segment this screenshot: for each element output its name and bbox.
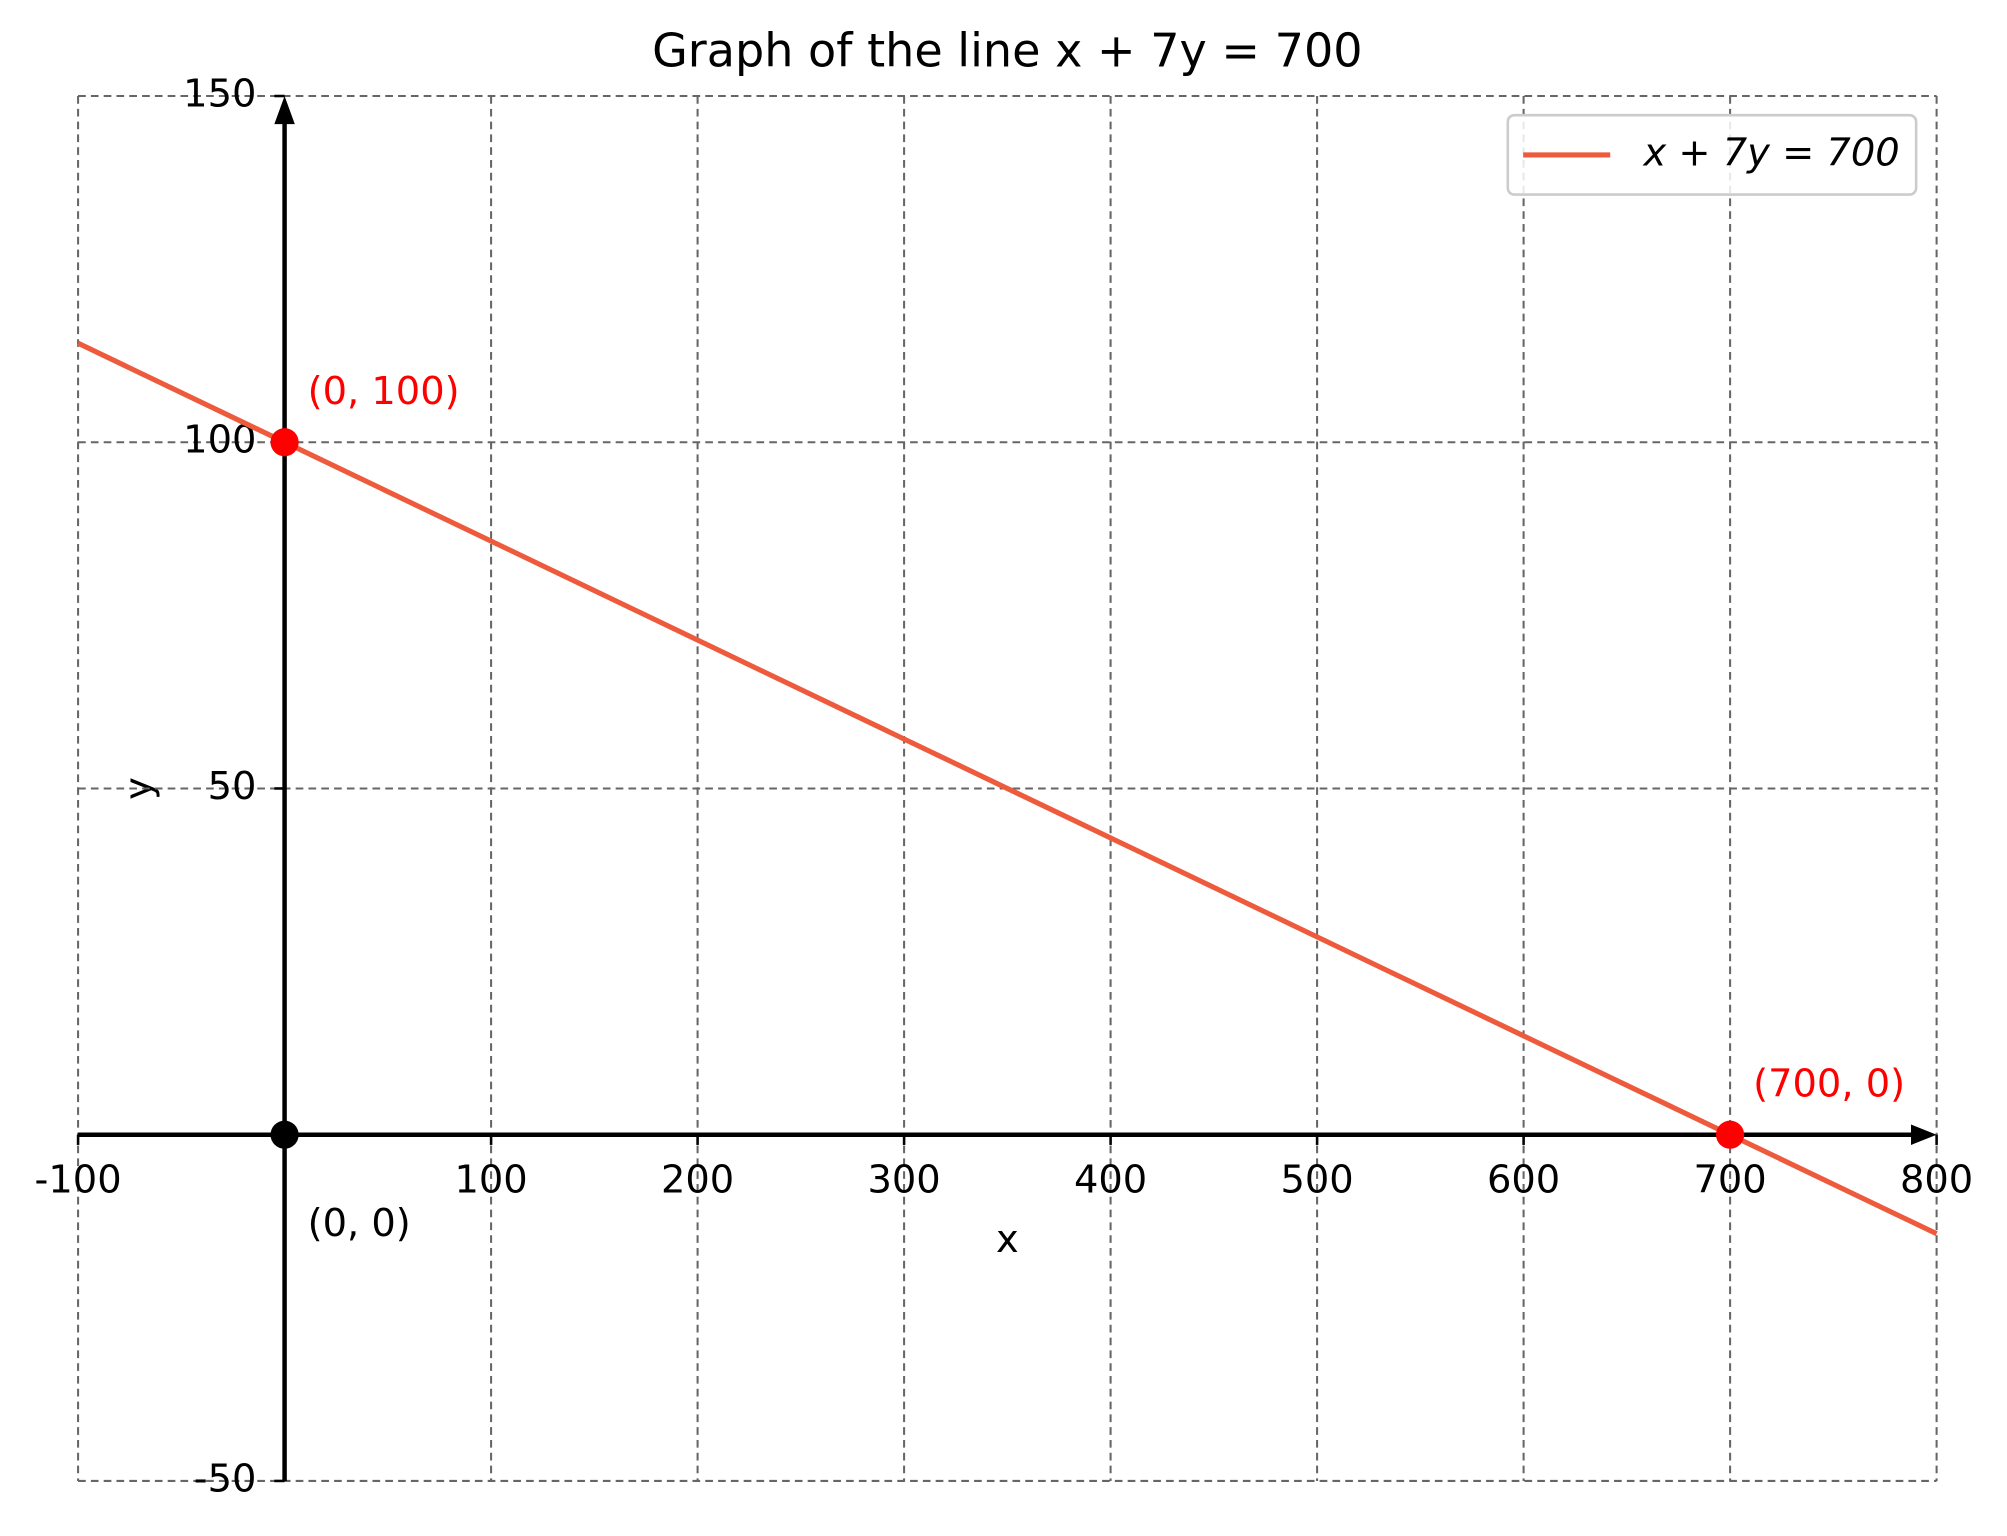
point	[270, 428, 299, 457]
y-axis-label: y	[116, 777, 161, 800]
x-tick-label: 500	[1280, 1158, 1353, 1203]
y-tick-label: -50	[194, 1456, 257, 1501]
x-axis-label: x	[996, 1217, 1019, 1262]
y-axis-arrow	[274, 96, 295, 125]
x-tick-label: -100	[35, 1158, 122, 1203]
x-axis-arrow	[1911, 1124, 1937, 1145]
y-tick-label: 50	[208, 764, 257, 809]
chart-title: Graph of the line x + 7y = 700	[652, 23, 1362, 77]
point-label: (0, 0)	[308, 1201, 411, 1246]
data-line	[76, 340, 1938, 1237]
x-tick-label: 200	[661, 1158, 734, 1203]
y-tick-label: 150	[183, 72, 256, 117]
x-tick-label: 100	[454, 1158, 527, 1203]
x-tick-label: 400	[1074, 1158, 1147, 1203]
x-tick-label: 600	[1487, 1158, 1560, 1203]
legend-box	[1506, 113, 1918, 196]
point	[1716, 1120, 1745, 1149]
point-label: (0, 100)	[308, 369, 460, 414]
x-tick-label: 700	[1693, 1158, 1766, 1203]
x-tick-label: 800	[1900, 1158, 1973, 1203]
x-tick-label: 300	[867, 1158, 940, 1203]
legend-label: x + 7y = 700	[1642, 130, 1899, 175]
point	[270, 1120, 299, 1149]
point-label: (700, 0)	[1753, 1062, 1905, 1107]
